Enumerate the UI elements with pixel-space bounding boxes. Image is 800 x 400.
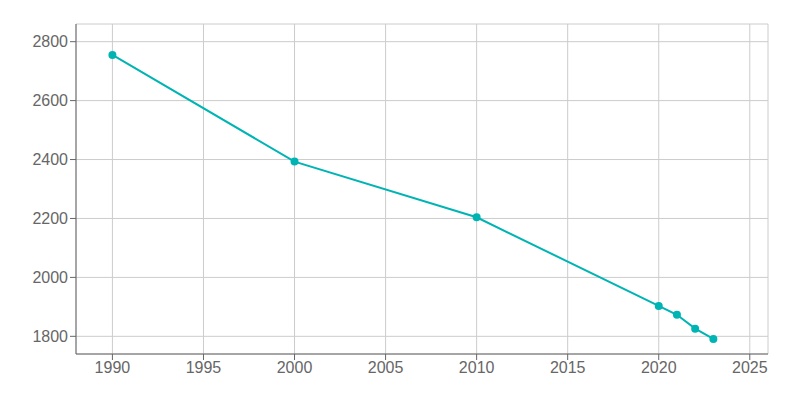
svg-text:2005: 2005 <box>368 359 404 376</box>
svg-text:2200: 2200 <box>32 210 68 227</box>
svg-text:1995: 1995 <box>186 359 222 376</box>
svg-text:2020: 2020 <box>641 359 677 376</box>
svg-text:2010: 2010 <box>459 359 495 376</box>
svg-text:2800: 2800 <box>32 33 68 50</box>
svg-text:2015: 2015 <box>550 359 586 376</box>
svg-text:1990: 1990 <box>95 359 131 376</box>
svg-text:2400: 2400 <box>32 151 68 168</box>
svg-text:1800: 1800 <box>32 328 68 345</box>
svg-text:2000: 2000 <box>32 269 68 286</box>
svg-text:2600: 2600 <box>32 92 68 109</box>
svg-text:2025: 2025 <box>732 359 768 376</box>
svg-text:2000: 2000 <box>277 359 313 376</box>
